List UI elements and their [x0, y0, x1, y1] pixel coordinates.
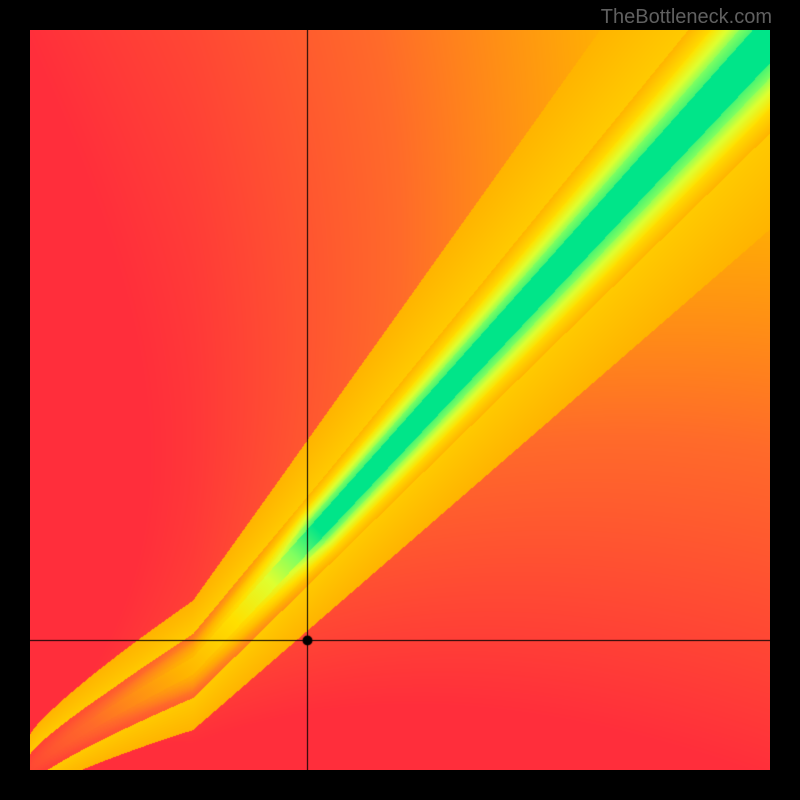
bottleneck-heatmap [30, 30, 770, 770]
watermark-text: TheBottleneck.com [601, 6, 772, 29]
chart-container: TheBottleneck.com [0, 0, 800, 800]
